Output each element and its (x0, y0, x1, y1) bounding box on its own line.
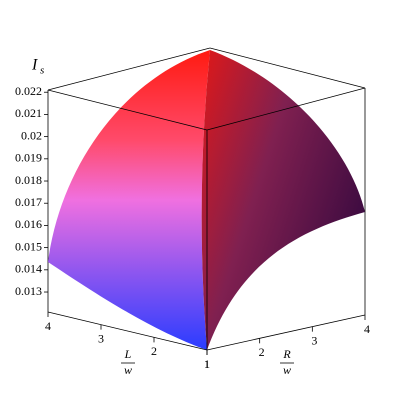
z-tick-label: 0.015 (15, 239, 42, 253)
y-tick-label: 4 (364, 322, 370, 336)
z-tick-label: 0.014 (15, 262, 42, 276)
y-tick-label: 2 (259, 345, 265, 359)
y-label-num: R (282, 347, 291, 361)
y-label-den: w (283, 363, 291, 377)
x-tick-label: 4 (45, 319, 51, 333)
x-axis-label: L w (121, 347, 135, 377)
x-label-num: L (124, 347, 132, 361)
box-back (47, 47, 366, 315)
surface-right (201, 50, 365, 350)
x-tick-label: 2 (151, 344, 157, 358)
z-label-base: I (31, 57, 38, 74)
y-tick-label: 3 (311, 333, 317, 347)
x-tick-label: 1 (204, 357, 210, 371)
z-tick-label: 0.022 (15, 84, 42, 98)
z-tick-label: 0.013 (15, 284, 42, 298)
z-tick-label: 0.02 (21, 128, 42, 142)
surface-left (48, 50, 210, 350)
y-tick-label: 1 (204, 357, 210, 371)
x-tick-label: 3 (98, 331, 104, 345)
x-label-den: w (124, 363, 132, 377)
z-tick-label: 0.017 (15, 195, 42, 209)
z-tick-label: 0.018 (15, 173, 42, 187)
z-label-sub: s (40, 65, 44, 77)
box-front (47, 87, 366, 351)
z-tick-label: 0.016 (15, 217, 42, 231)
y-axis-label: R w (280, 347, 294, 377)
z-tick-label: 0.019 (15, 151, 42, 165)
z-tick-label: 0.021 (15, 106, 42, 120)
z-axis-label: I s (31, 57, 44, 77)
